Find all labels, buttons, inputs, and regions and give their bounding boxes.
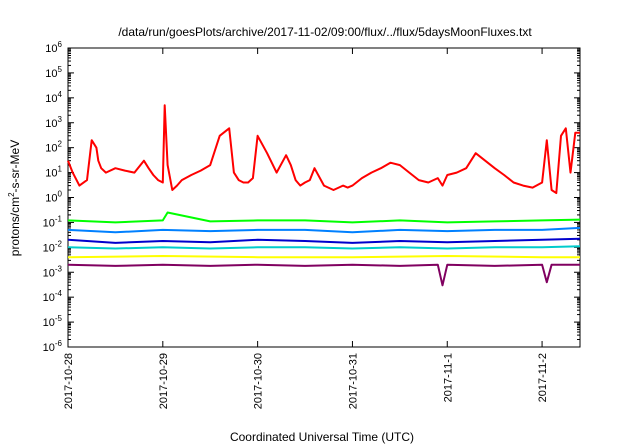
x-tick-label: 2017-11-2 — [537, 353, 549, 402]
y-tick-label: 10-4 — [43, 289, 63, 304]
x-tick-label: 2017-10-30 — [253, 353, 265, 409]
y-tick-base: 10 — [43, 242, 55, 254]
y-tick-base: 10 — [43, 317, 55, 329]
y-tick-label: 104 — [45, 90, 62, 105]
y-tick-base: 10 — [45, 193, 57, 205]
y-tick-base: 10 — [45, 168, 57, 180]
series-line-6 — [67, 255, 580, 259]
y-tick-base: 10 — [43, 217, 55, 229]
y-tick-label: 103 — [45, 115, 62, 130]
y-tick-label: 105 — [45, 65, 62, 80]
x-tick-label: 2017-11-1 — [442, 353, 454, 402]
x-tick-label: 2017-10-28 — [63, 353, 75, 409]
y-tick-exponent: -2 — [55, 239, 63, 248]
y-tick-exponent: 6 — [58, 40, 63, 49]
y-tick-exponent: -1 — [55, 214, 63, 223]
y-tick-exponent: 0 — [58, 190, 63, 199]
series-line-1 — [67, 104, 580, 195]
y-axis-label-base: protons/cm — [8, 197, 22, 256]
y-tick-exponent: -4 — [55, 289, 63, 298]
x-axis-ticks: 2017-10-28 2017-10-29 2017-10-30 2017-10-31… — [63, 48, 549, 409]
series-line-2 — [67, 211, 581, 224]
y-tick-label: 10-3 — [43, 264, 63, 279]
y-tick-label: 10-5 — [43, 314, 63, 329]
y-tick-exponent: 3 — [58, 115, 63, 124]
y-axis-label: protons/cm2-s-sr-MeV — [7, 140, 22, 256]
y-tick-exponent: 2 — [58, 140, 63, 149]
y-tick-base: 10 — [45, 143, 57, 155]
y-tick-exponent: 1 — [58, 165, 63, 174]
y-tick-label: 10-6 — [43, 339, 63, 354]
y-tick-exponent: 5 — [58, 65, 63, 74]
series-line-7 — [67, 263, 580, 287]
y-tick-base: 10 — [45, 68, 57, 80]
y-tick-base: 10 — [43, 342, 55, 354]
y-tick-exponent: -5 — [55, 314, 63, 323]
chart-title: /data/run/goesPlots/archive/2017-11-02/0… — [118, 25, 532, 39]
series-layer — [67, 104, 581, 287]
y-tick-label: 106 — [45, 40, 62, 55]
series-line-5 — [67, 245, 581, 250]
y-tick-base: 10 — [45, 43, 57, 55]
x-tick-label: 2017-10-31 — [347, 353, 359, 409]
x-axis-label: Coordinated Universal Time (UTC) — [230, 430, 414, 444]
y-tick-label: 10-2 — [43, 239, 63, 254]
y-tick-exponent: -3 — [55, 264, 63, 273]
y-tick-base: 10 — [43, 267, 55, 279]
y-tick-label: 102 — [45, 140, 62, 155]
y-tick-label: 10-1 — [43, 214, 63, 229]
y-tick-exponent: -6 — [55, 339, 63, 348]
y-tick-label: 101 — [45, 165, 62, 180]
y-axis-ticks: 10610510410310210110010-110-210-310-410-… — [43, 40, 580, 354]
y-tick-base: 10 — [45, 93, 57, 105]
y-tick-label: 100 — [45, 190, 62, 205]
series-line-4 — [67, 237, 581, 244]
x-tick-label: 2017-10-29 — [158, 353, 170, 409]
y-tick-base: 10 — [45, 118, 57, 130]
plot-frame — [67, 47, 581, 348]
series-line-3 — [67, 226, 581, 234]
y-axis-label-rest: -s-sr-MeV — [8, 140, 22, 193]
y-tick-exponent: 4 — [58, 90, 63, 99]
y-axis-label-sup: 2 — [7, 192, 16, 197]
y-tick-base: 10 — [43, 292, 55, 304]
